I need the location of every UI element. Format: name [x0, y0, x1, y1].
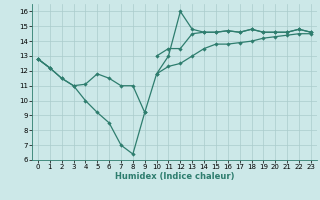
X-axis label: Humidex (Indice chaleur): Humidex (Indice chaleur): [115, 172, 234, 181]
